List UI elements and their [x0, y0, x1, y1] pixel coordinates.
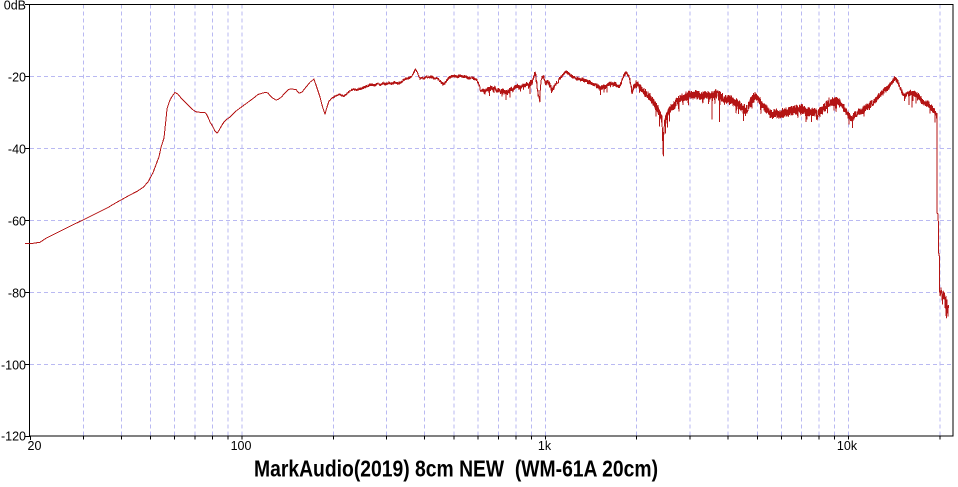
svg-text:-100: -100 [1, 358, 26, 372]
svg-text:-120: -120 [1, 430, 26, 444]
svg-text:100: 100 [231, 439, 252, 453]
svg-text:1k: 1k [538, 439, 552, 453]
svg-text:-40: -40 [8, 142, 26, 156]
svg-text:0dB: 0dB [4, 0, 26, 13]
svg-text:-80: -80 [8, 286, 26, 300]
svg-text:-60: -60 [8, 214, 26, 228]
svg-text:MarkAudio(2019) 8cm NEW (WM-6: MarkAudio(2019) 8cm NEW (WM-61A 20cm) [254, 456, 658, 482]
svg-text:10k: 10k [837, 439, 858, 453]
svg-text:20: 20 [28, 439, 42, 453]
svg-text:-20: -20 [8, 70, 26, 84]
